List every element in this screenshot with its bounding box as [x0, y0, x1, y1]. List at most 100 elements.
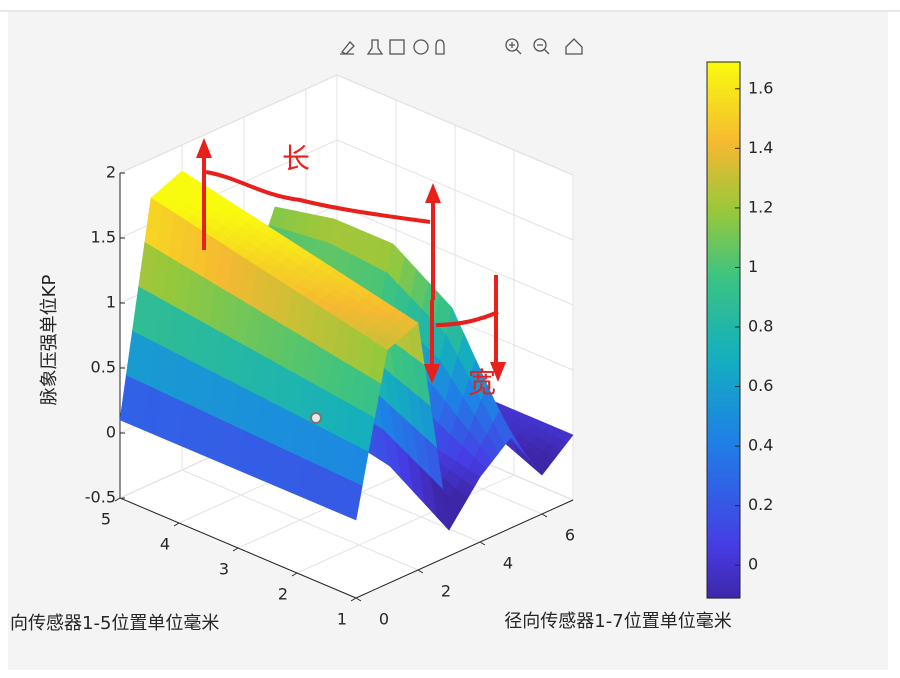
colorbar-swatch — [707, 477, 740, 483]
y-tick — [232, 547, 239, 552]
colorbar-swatch — [707, 79, 740, 85]
colorbar-swatch — [707, 486, 740, 492]
y-tick-label: 2 — [278, 585, 288, 604]
colorbar-swatch — [707, 276, 740, 282]
colorbar-swatch — [707, 164, 740, 170]
colorbar-swatch — [707, 580, 740, 586]
colorbar-swatch — [707, 338, 740, 344]
colorbar-swatch — [707, 280, 740, 286]
colorbar-swatch — [707, 548, 740, 554]
tool-icon[interactable] — [565, 38, 583, 55]
colorbar-tick-label: 0.6 — [748, 376, 773, 395]
x-tick-label: 6 — [565, 526, 575, 545]
x-axis-label: 径向传感器1-7位置单位毫米 — [504, 611, 731, 632]
colorbar-swatch — [707, 160, 740, 166]
colorbar-swatch — [707, 432, 740, 438]
colorbar-swatch — [707, 589, 740, 595]
colorbar-swatch — [707, 222, 740, 228]
colorbar-swatch — [707, 231, 740, 237]
annotation: 宽 — [468, 366, 496, 399]
y-tick-label: 4 — [160, 535, 170, 554]
colorbar-swatch — [707, 285, 740, 291]
colorbar-swatch — [707, 294, 740, 300]
x-tick — [355, 597, 362, 602]
colorbar-swatch — [707, 298, 740, 304]
colorbar-swatch — [707, 155, 740, 161]
tool-icon[interactable] — [537, 44, 550, 55]
tool-icon[interactable] — [505, 38, 519, 52]
colorbar-swatch — [707, 111, 740, 117]
colorbar-swatch — [707, 330, 740, 336]
x-tick-label: 4 — [503, 554, 513, 573]
y-tick-label: 5 — [101, 510, 111, 529]
colorbar-swatch — [707, 361, 740, 367]
colorbar-tick-label: 0.2 — [748, 495, 773, 514]
y-tick — [173, 522, 180, 527]
colorbar-tick-label: 1 — [748, 257, 758, 276]
tool-icon[interactable] — [509, 42, 522, 55]
colorbar-swatch — [707, 62, 740, 68]
colorbar-swatch — [707, 526, 740, 532]
tool-icon[interactable] — [533, 38, 547, 52]
colorbar-swatch — [707, 490, 740, 496]
arrowhead — [196, 138, 212, 158]
colorbar-swatch — [707, 271, 740, 277]
colorbar-swatch — [707, 531, 740, 537]
colorbar-swatch — [707, 204, 740, 210]
colorbar-swatch — [707, 187, 740, 193]
colorbar-swatch — [707, 151, 740, 157]
colorbar-swatch — [707, 464, 740, 470]
colorbar-swatch — [707, 182, 740, 188]
colorbar-swatch — [707, 312, 740, 318]
colorbar: 0 0.2 0.4 0.6 0.8 1 1.2 1.4 1.6 — [706, 61, 773, 599]
tool-icon[interactable] — [389, 39, 405, 55]
x-tick — [479, 541, 486, 546]
colorbar-swatch — [707, 544, 740, 550]
colorbar-swatch — [707, 169, 740, 175]
colorbar-swatch — [707, 334, 740, 340]
colorbar-swatch — [707, 499, 740, 505]
arrowhead — [424, 364, 440, 384]
tool-icon[interactable] — [435, 39, 445, 55]
colorbar-swatch — [707, 258, 740, 264]
colorbar-swatch — [707, 289, 740, 295]
y-tick-label: 3 — [219, 560, 229, 579]
colorbar-swatch — [707, 392, 740, 398]
colorbar-swatch — [707, 133, 740, 139]
colorbar-swatch — [707, 356, 740, 362]
colorbar-swatch — [707, 419, 740, 425]
colorbar-swatch — [707, 142, 740, 148]
colorbar-swatch — [707, 566, 740, 572]
colorbar-swatch — [707, 66, 740, 72]
colorbar-swatch — [707, 397, 740, 403]
colorbar-swatch — [707, 455, 740, 461]
colorbar-swatch — [707, 593, 740, 599]
colorbar-tick-label: 0.4 — [748, 436, 773, 455]
colorbar-swatch — [707, 93, 740, 99]
tool-icon[interactable] — [413, 39, 429, 55]
tool-icon[interactable] — [366, 39, 384, 55]
colorbar-swatch — [707, 70, 740, 76]
marker — [310, 412, 322, 424]
colorbar-swatch — [707, 450, 740, 456]
colorbar-swatch — [707, 410, 740, 416]
colorbar-swatch — [707, 236, 740, 242]
surface-patch — [343, 480, 363, 521]
tool-icon[interactable] — [340, 41, 355, 55]
colorbar-swatch — [707, 441, 740, 447]
colorbar-swatch — [707, 146, 740, 152]
colorbar-swatch — [707, 472, 740, 478]
colorbar-swatch — [707, 245, 740, 251]
colorbar-swatch — [707, 522, 740, 528]
colorbar-swatch — [707, 459, 740, 465]
colorbar-tick-label: 0.8 — [748, 317, 773, 336]
y-tick-label: 1 — [337, 610, 347, 629]
colorbar-swatch — [707, 584, 740, 590]
colorbar-swatch — [707, 437, 740, 443]
colorbar-tick-label: 1.6 — [748, 78, 773, 97]
colorbar-swatch — [707, 254, 740, 260]
colorbar-swatch — [707, 97, 740, 103]
colorbar-swatch — [707, 307, 740, 313]
colorbar-swatch — [707, 468, 740, 474]
annotation-layer: 长 宽 — [196, 138, 506, 424]
